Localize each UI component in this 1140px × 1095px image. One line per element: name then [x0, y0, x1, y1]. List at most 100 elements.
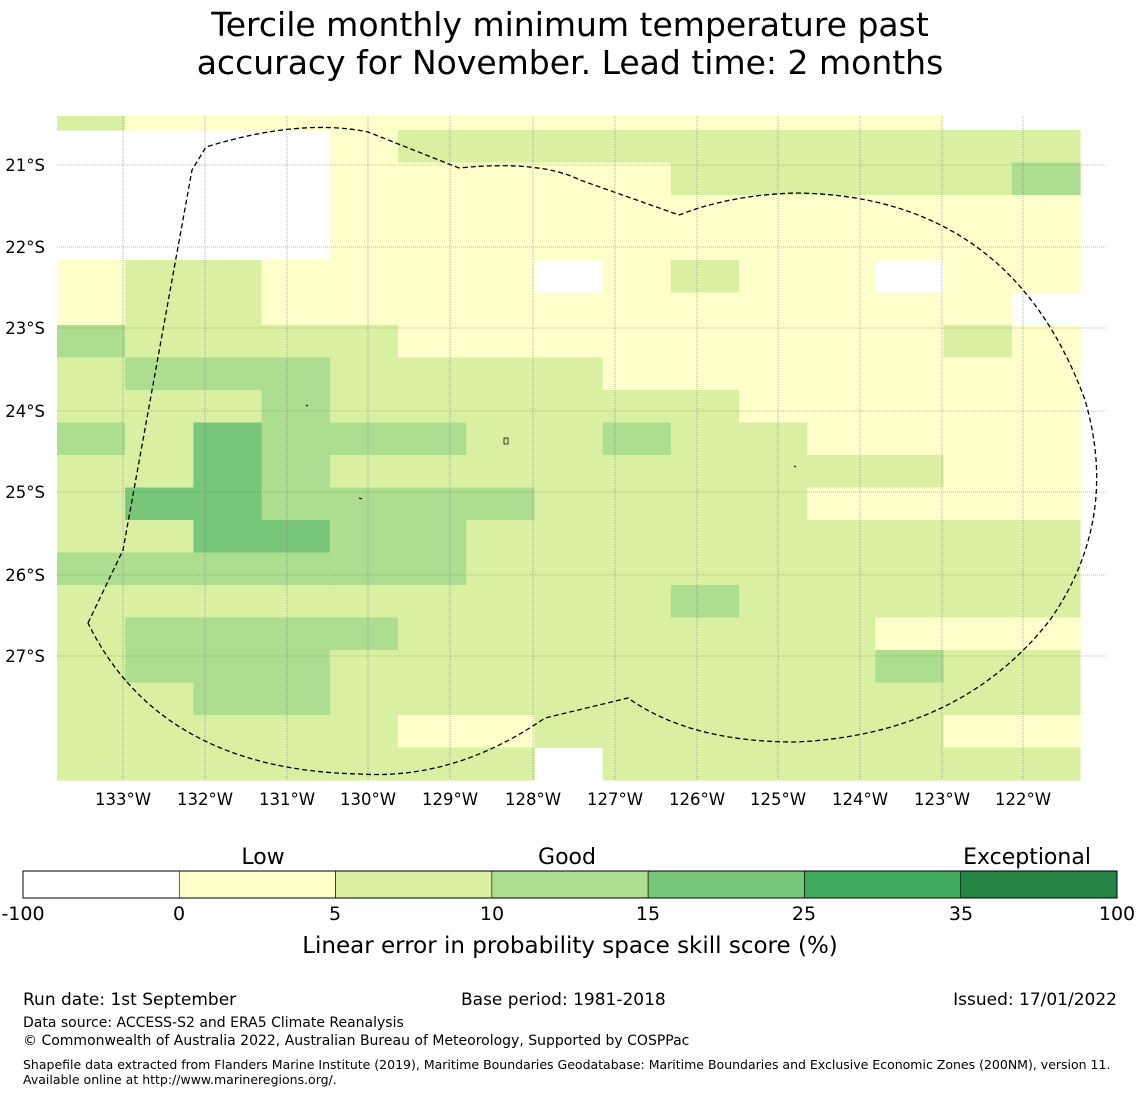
map-cell — [875, 520, 945, 554]
map-cell — [602, 357, 672, 391]
map-cell — [125, 292, 194, 326]
map-cell — [943, 325, 1013, 359]
skill-score-map: 21°S 22°S 23°S 24°S 25°S 26°S 27°S 133°W… — [5, 116, 1106, 809]
map-cell — [670, 260, 740, 294]
map-cell — [125, 390, 194, 424]
lat-label: 24°S — [5, 402, 45, 421]
map-cell — [125, 650, 194, 684]
map-cell — [534, 487, 604, 521]
map-cell — [943, 260, 1013, 294]
lon-label: 127°W — [587, 790, 643, 809]
map-cell — [534, 585, 604, 619]
map-cell — [466, 130, 535, 164]
map-cell — [57, 617, 126, 651]
map-cell — [670, 520, 740, 554]
colorbar-category-good: Good — [538, 845, 596, 870]
map-cell — [807, 617, 876, 651]
map-cell — [57, 390, 126, 424]
colorbar-tick: 5 — [329, 903, 341, 925]
map-cell — [739, 292, 808, 326]
map-cell — [329, 357, 399, 391]
map-cell — [534, 552, 604, 586]
issued-date: Issued: 17/01/2022 — [953, 990, 1117, 1010]
map-cell — [875, 422, 945, 456]
map-cell — [807, 682, 876, 716]
map-cell — [602, 585, 672, 619]
map-cell — [739, 650, 808, 684]
map-cell — [602, 130, 672, 164]
map-cell — [329, 552, 399, 586]
map-cell — [602, 747, 672, 781]
map-cell — [57, 585, 126, 619]
lon-label: 123°W — [914, 790, 970, 809]
map-cell — [807, 520, 876, 554]
copyright: © Commonwealth of Australia 2022, Austra… — [23, 1033, 690, 1049]
map-cell — [466, 682, 535, 716]
lon-label: 125°W — [750, 790, 806, 809]
map-cell — [807, 227, 876, 261]
colorbar: Low Good Exceptional -100 0 5 10 15 25 3… — [1, 845, 1135, 959]
map-cell — [125, 747, 194, 781]
map-cell — [739, 455, 808, 489]
map-cell — [807, 747, 876, 781]
map-cell — [57, 357, 126, 391]
lon-label: 124°W — [832, 790, 888, 809]
colorbar-tick: 25 — [792, 903, 816, 925]
colorbar-frame — [22, 870, 1118, 899]
map-cell — [466, 325, 535, 359]
map-cell — [261, 325, 331, 359]
map-cell — [534, 325, 604, 359]
map-cell — [670, 585, 740, 619]
colorbar-segment — [335, 870, 493, 899]
map-cell — [466, 292, 535, 326]
title-line-1: Tercile monthly minimum temperature past — [211, 5, 929, 44]
map-cell — [57, 715, 126, 749]
map-cell — [807, 650, 876, 684]
map-cell — [398, 162, 467, 196]
map-cell — [329, 747, 399, 781]
colorbar-category-low: Low — [241, 845, 284, 870]
map-cell — [534, 227, 604, 261]
map-cell — [329, 682, 399, 716]
map-cell — [602, 520, 672, 554]
lon-label: 128°W — [505, 790, 561, 809]
map-cell — [534, 715, 604, 749]
map-cell — [329, 455, 399, 489]
map-cell — [329, 116, 399, 131]
map-cell — [329, 227, 399, 261]
map-cell — [466, 617, 535, 651]
colorbar-segment — [960, 870, 1118, 899]
map-cell — [398, 325, 467, 359]
lat-label: 27°S — [5, 647, 45, 666]
map-cell — [943, 455, 1013, 489]
lon-label: 130°W — [340, 790, 396, 809]
map-cell — [398, 715, 467, 749]
map-cell — [125, 617, 194, 651]
map-cell — [807, 292, 876, 326]
map-cell — [807, 585, 876, 619]
map-cell — [329, 292, 399, 326]
map-cell — [739, 260, 808, 294]
map-cell — [466, 650, 535, 684]
map-cell — [125, 357, 194, 391]
map-cell — [329, 130, 399, 164]
map-cell — [261, 585, 331, 619]
map-cell — [739, 715, 808, 749]
map-cell — [466, 162, 535, 196]
map-cell — [261, 715, 331, 749]
map-cell — [739, 390, 808, 424]
map-cell — [875, 116, 945, 131]
map-cell — [125, 715, 194, 749]
colorbar-segment — [22, 870, 180, 899]
map-cell — [602, 292, 672, 326]
map-cell — [670, 292, 740, 326]
map-cell — [875, 455, 945, 489]
map-cell — [261, 487, 331, 521]
map-cell — [193, 116, 263, 131]
map-cell — [466, 715, 535, 749]
map-cell — [943, 747, 1013, 781]
colorbar-tick: 15 — [636, 903, 660, 925]
map-cell — [739, 552, 808, 586]
colorbar-label: Linear error in probability space skill … — [302, 933, 838, 959]
map-cell — [943, 162, 1013, 196]
